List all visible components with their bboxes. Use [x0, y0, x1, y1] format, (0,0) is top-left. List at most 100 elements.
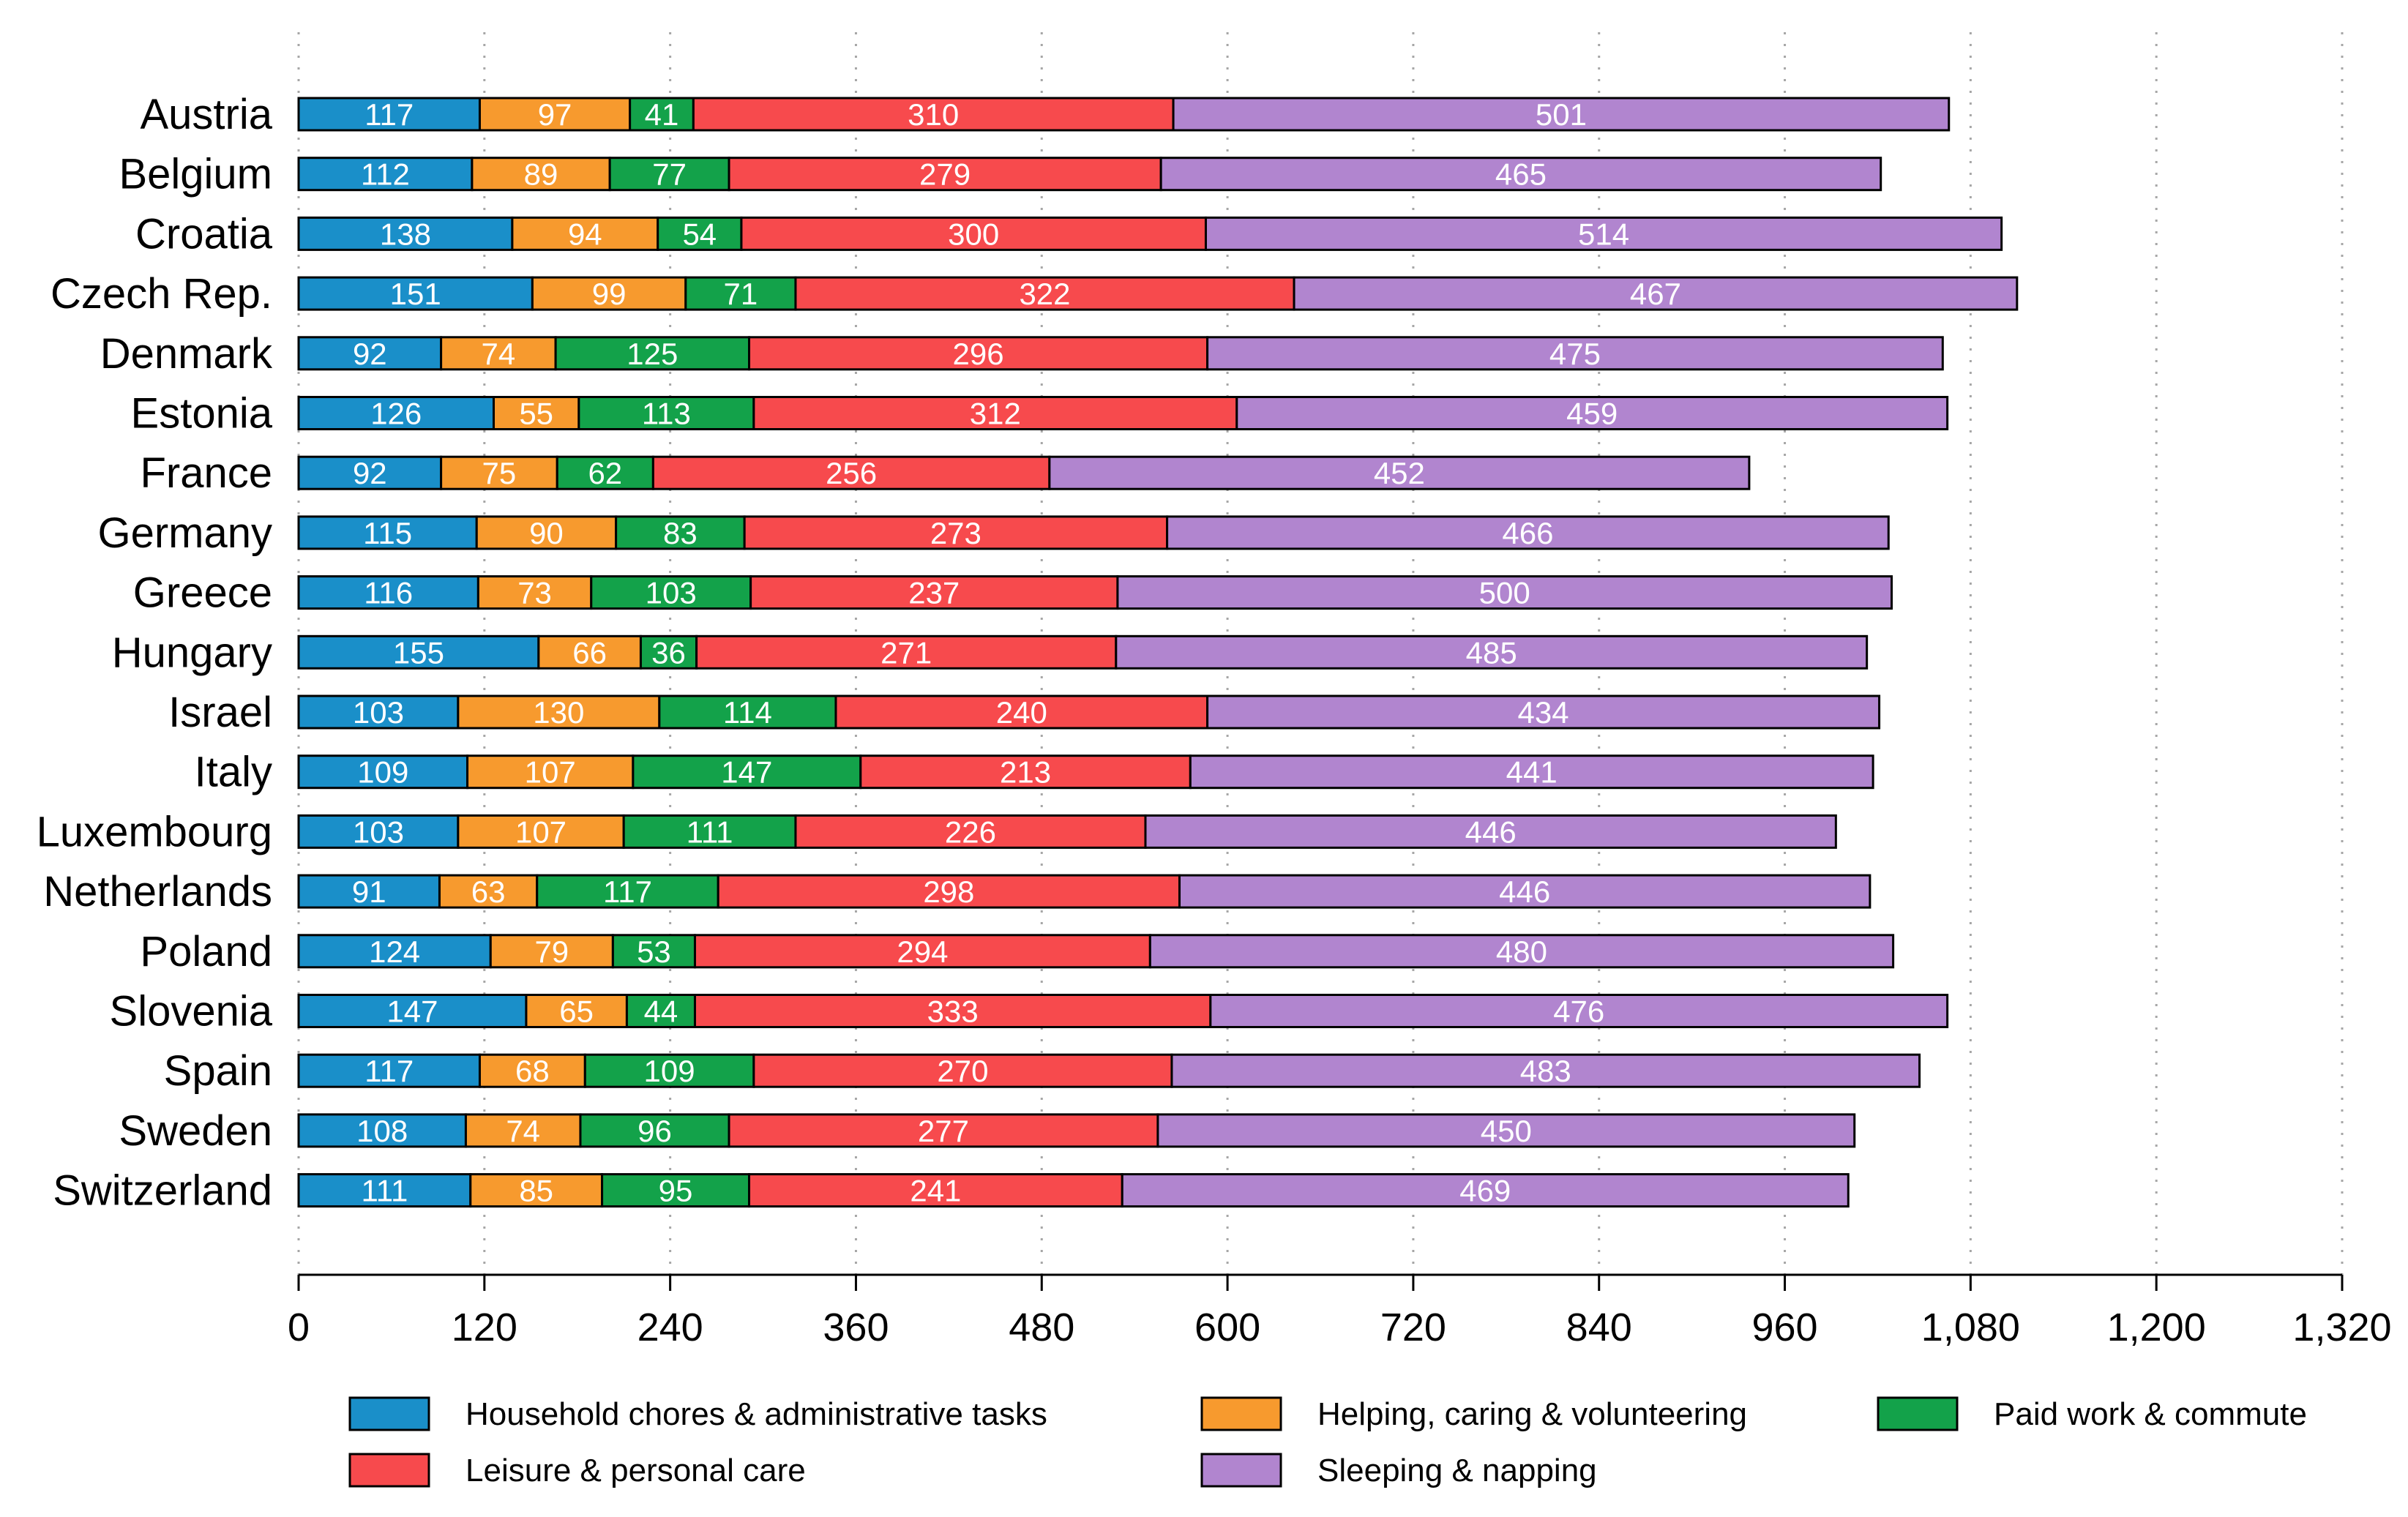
data-label: 36 [651, 635, 686, 670]
data-label: 103 [646, 576, 697, 610]
data-label: 480 [1496, 934, 1547, 969]
data-label: 256 [826, 456, 877, 490]
x-tick-label: 720 [1380, 1306, 1446, 1349]
legend-swatch [348, 1396, 430, 1431]
x-tick-label: 240 [637, 1306, 703, 1349]
data-label: 89 [524, 157, 558, 192]
x-tick-label: 360 [823, 1306, 889, 1349]
x-tick-label: 600 [1194, 1306, 1260, 1349]
data-label: 114 [723, 695, 772, 730]
data-label: 446 [1499, 874, 1550, 909]
data-label: 130 [533, 695, 584, 730]
data-label: 476 [1553, 995, 1604, 1029]
category-label: Poland [140, 928, 272, 975]
data-label: 111 [687, 814, 733, 849]
bar-segment [1293, 276, 2019, 311]
bar-segment [1166, 515, 1890, 550]
bar-segment [489, 934, 614, 969]
bar-segment [717, 874, 1181, 909]
data-label: 116 [364, 576, 413, 610]
bar-segment [1048, 455, 1751, 490]
data-label: 68 [515, 1054, 550, 1088]
data-label: 74 [481, 337, 515, 371]
data-label: 124 [369, 934, 420, 969]
bar-segment [438, 874, 539, 909]
data-label: 459 [1566, 397, 1618, 431]
bar-segment [1235, 396, 1949, 430]
data-label: 92 [353, 337, 387, 371]
data-label: 63 [471, 874, 506, 909]
data-label: 53 [637, 934, 671, 969]
data-label: 117 [364, 97, 414, 132]
category-label: France [140, 449, 272, 497]
bar-segment [1172, 97, 1951, 132]
bar-segment [1116, 575, 1893, 610]
category-labels: Austria Belgium Croatia Czech Rep. Denmark Es… [37, 91, 273, 1215]
category-label: Belgium [119, 151, 272, 198]
x-tick-label: 0 [288, 1306, 310, 1349]
data-label: 312 [970, 397, 1021, 431]
bar-segment [469, 1173, 604, 1208]
data-label: 44 [644, 995, 678, 1029]
bar-segment [752, 1053, 1173, 1088]
bar-segment [748, 1173, 1123, 1208]
legend-label: Household chores & administrative tasks [465, 1396, 1047, 1432]
x-tick-label: 1,200 [2107, 1306, 2206, 1349]
data-label: 270 [937, 1054, 988, 1088]
category-label: Israel [168, 689, 272, 736]
data-label: 54 [682, 217, 717, 251]
bar-segment [794, 276, 1295, 311]
data-label: 155 [393, 635, 444, 670]
data-label: 109 [357, 755, 408, 790]
data-label: 466 [1502, 516, 1553, 550]
bar-segment [475, 515, 618, 550]
data-label: 240 [996, 695, 1047, 730]
bar-segment [297, 874, 441, 909]
data-label: 126 [370, 397, 422, 431]
data-label: 446 [1465, 814, 1517, 849]
category-label: Slovenia [110, 988, 273, 1035]
data-label: 41 [645, 97, 679, 132]
data-label: 273 [930, 516, 981, 550]
data-label: 441 [1506, 755, 1558, 790]
data-label: 55 [519, 397, 553, 431]
bar-segment [859, 754, 1192, 790]
data-label: 300 [948, 217, 999, 251]
data-label: 92 [353, 456, 387, 490]
legend-label: Paid work & commute [1994, 1396, 2307, 1432]
bar-segment [693, 934, 1151, 969]
data-label: 77 [652, 157, 687, 192]
data-label: 500 [1479, 576, 1530, 610]
category-label: Austria [140, 91, 272, 138]
category-label: Croatia [135, 210, 273, 258]
data-label: 450 [1481, 1114, 1532, 1148]
data-label: 62 [588, 456, 622, 490]
data-label: 96 [637, 1114, 672, 1148]
legend-label: Leisure & personal care [465, 1453, 806, 1488]
data-label: 213 [1000, 755, 1051, 790]
data-label: 434 [1518, 695, 1569, 730]
data-label: 103 [353, 814, 404, 849]
data-label: 71 [724, 277, 758, 311]
bar-segment [297, 1173, 472, 1208]
bar-segment [466, 754, 635, 790]
category-label: Estonia [131, 390, 273, 438]
data-label: 483 [1520, 1054, 1571, 1088]
category-label: Italy [195, 749, 272, 796]
data-label: 475 [1549, 337, 1601, 371]
x-tick-label: 480 [1009, 1306, 1074, 1349]
category-label: Sweden [119, 1107, 272, 1155]
bar-segment [728, 1113, 1159, 1148]
data-label: 310 [908, 97, 959, 132]
bar-segment [1115, 634, 1869, 670]
bar-segment [297, 515, 478, 550]
data-label: 514 [1578, 217, 1629, 251]
data-label: 277 [918, 1114, 969, 1148]
data-label: 109 [644, 1054, 695, 1088]
data-label: 112 [361, 157, 410, 192]
bar-segment [629, 97, 695, 132]
data-label: 107 [525, 755, 576, 790]
bar-segment [297, 694, 460, 730]
